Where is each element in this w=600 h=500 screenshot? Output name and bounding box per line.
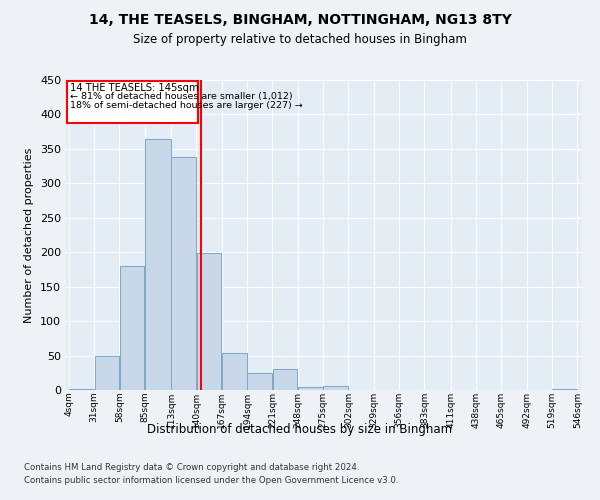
Bar <box>323 386 348 390</box>
Text: 14, THE TEASELS, BINGHAM, NOTTINGHAM, NG13 8TY: 14, THE TEASELS, BINGHAM, NOTTINGHAM, NG… <box>89 12 511 26</box>
Bar <box>197 253 221 390</box>
Bar <box>247 373 272 390</box>
Text: Contains public sector information licensed under the Open Government Licence v3: Contains public sector information licen… <box>24 476 398 485</box>
Text: 14 THE TEASELS: 145sqm: 14 THE TEASELS: 145sqm <box>70 84 199 94</box>
Bar <box>120 266 145 390</box>
Bar <box>273 368 298 390</box>
Text: ← 81% of detached houses are smaller (1,012): ← 81% of detached houses are smaller (1,… <box>70 92 292 102</box>
Bar <box>95 356 119 390</box>
Text: Distribution of detached houses by size in Bingham: Distribution of detached houses by size … <box>148 422 452 436</box>
Text: 18% of semi-detached houses are larger (227) →: 18% of semi-detached houses are larger (… <box>70 102 302 110</box>
Bar <box>222 353 247 390</box>
FancyBboxPatch shape <box>67 82 198 122</box>
Bar <box>298 386 323 390</box>
Text: Contains HM Land Registry data © Crown copyright and database right 2024.: Contains HM Land Registry data © Crown c… <box>24 462 359 471</box>
Bar <box>172 157 196 390</box>
Text: Size of property relative to detached houses in Bingham: Size of property relative to detached ho… <box>133 32 467 46</box>
Bar <box>145 138 171 390</box>
Bar <box>69 388 94 390</box>
Y-axis label: Number of detached properties: Number of detached properties <box>25 148 34 322</box>
Bar <box>553 388 577 390</box>
